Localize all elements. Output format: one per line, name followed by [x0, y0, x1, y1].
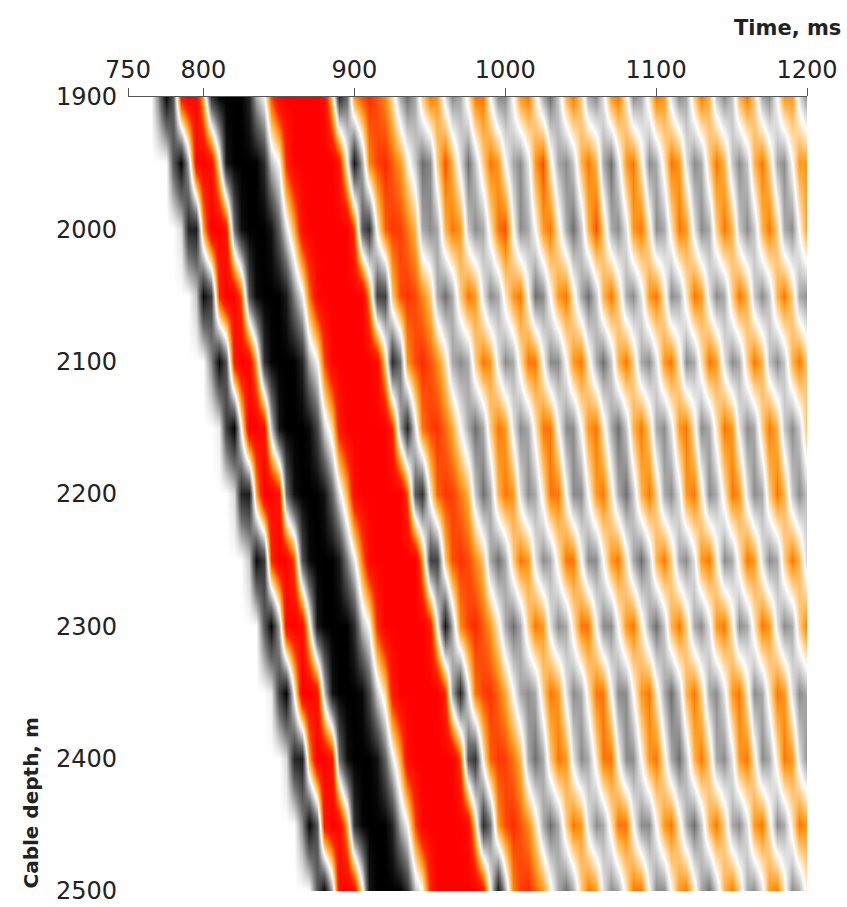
- svg-text:2500: 2500: [56, 877, 117, 905]
- svg-text:1200: 1200: [776, 56, 837, 84]
- svg-text:750: 750: [105, 56, 151, 84]
- svg-text:800: 800: [181, 56, 227, 84]
- svg-text:1000: 1000: [475, 56, 536, 84]
- svg-text:Time, ms: Time, ms: [734, 16, 841, 40]
- svg-text:2300: 2300: [56, 613, 117, 641]
- svg-text:2200: 2200: [56, 480, 117, 508]
- svg-text:2000: 2000: [56, 216, 117, 244]
- svg-text:Cable depth, m: Cable depth, m: [19, 717, 43, 888]
- svg-text:2100: 2100: [56, 348, 117, 376]
- svg-text:1100: 1100: [626, 56, 687, 84]
- svg-text:900: 900: [331, 56, 377, 84]
- svg-text:2400: 2400: [56, 745, 117, 773]
- svg-text:1900: 1900: [56, 83, 117, 111]
